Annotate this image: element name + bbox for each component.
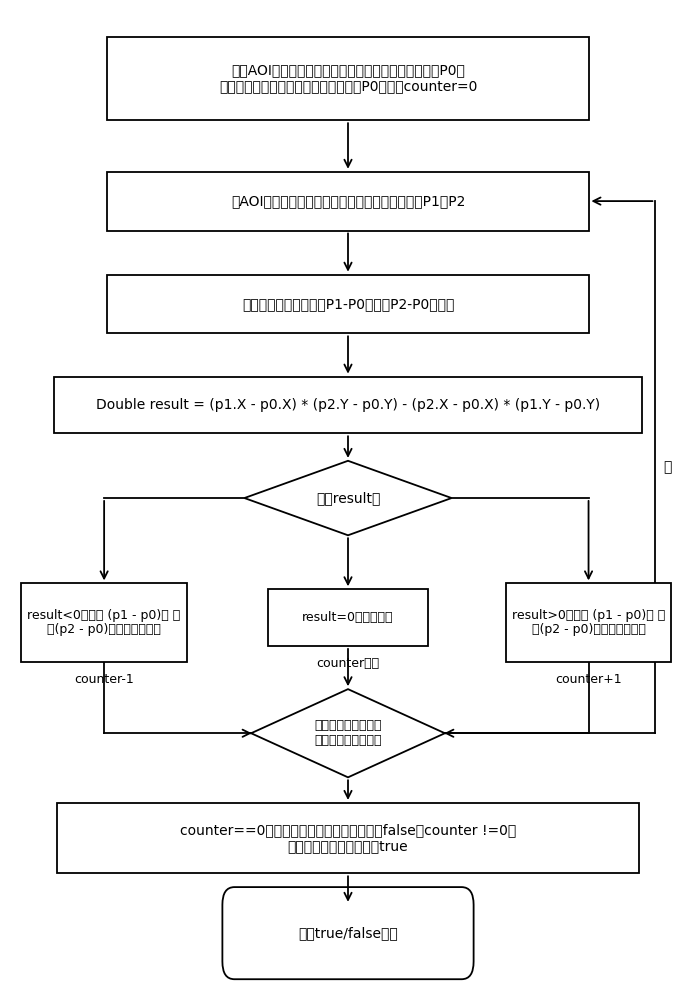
Text: result=0，三点共线: result=0，三点共线 [302,611,394,624]
Text: 是否循环完所有的相
邻点与坐标点的关系: 是否循环完所有的相 邻点与坐标点的关系 [315,719,381,747]
FancyBboxPatch shape [268,589,428,646]
Text: 返回true/false结果: 返回true/false结果 [298,926,398,940]
FancyBboxPatch shape [57,803,639,873]
Text: 否: 否 [663,460,672,474]
Text: result<0，向量 (p1 - p0)在 向
量(p2 - p0)的逆时针方向上: result<0，向量 (p1 - p0)在 向 量(p2 - p0)的逆时针方… [28,608,181,637]
Text: 从AOI的点集合中，依次循环每两个相邻点坐标：P1，P2: 从AOI的点集合中，依次循环每两个相邻点坐标：P1，P2 [231,194,465,208]
Text: counter不变: counter不变 [317,657,379,670]
FancyBboxPatch shape [107,275,589,333]
Text: 应用数学向量方向判断P1-P0向量在P2-P0的方向: 应用数学向量方向判断P1-P0向量在P2-P0的方向 [242,297,454,311]
Text: counter-1: counter-1 [74,673,134,686]
Text: 传入AOI的所有点的集合，当前鼠标点击的位置的坐标P0，
定义一个临时变量实时记录没两个点与P0的关系counter=0: 传入AOI的所有点的集合，当前鼠标点击的位置的坐标P0， 定义一个临时变量实时记… [219,63,477,94]
FancyBboxPatch shape [22,583,187,662]
Text: 判断result值: 判断result值 [316,491,380,505]
Text: counter==0鼠标点不在兴趣区内部，结果为false，counter !=0鼠
标点在兴趣区内部结果为true: counter==0鼠标点不在兴趣区内部，结果为false，counter !=… [180,823,516,853]
Text: Double result = (p1.X - p0.X) * (p2.Y - p0.Y) - (p2.X - p0.X) * (p1.Y - p0.Y): Double result = (p1.X - p0.X) * (p2.Y - … [96,398,600,412]
Polygon shape [244,461,452,535]
FancyBboxPatch shape [107,172,589,231]
FancyBboxPatch shape [107,37,589,120]
FancyBboxPatch shape [54,377,642,433]
FancyBboxPatch shape [506,583,672,662]
Polygon shape [251,689,445,777]
FancyBboxPatch shape [223,887,473,979]
Text: counter+1: counter+1 [555,673,622,686]
Text: result>0，向量 (p1 - p0)在 向
量(p2 - p0)的顺时针方向上: result>0，向量 (p1 - p0)在 向 量(p2 - p0)的顺时针方… [512,608,665,637]
